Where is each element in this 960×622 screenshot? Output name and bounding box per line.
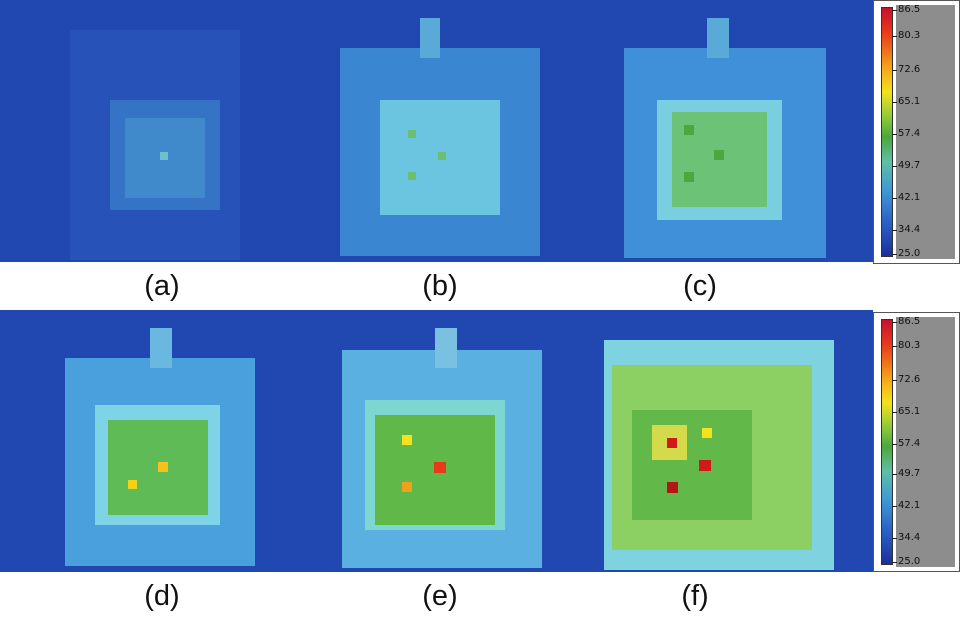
thermal-image-c bbox=[624, 18, 826, 258]
tick-80-3: 80.3 bbox=[891, 340, 921, 351]
tick-65-1: 65.1 bbox=[891, 96, 921, 107]
tick-72-6: 72.6 bbox=[891, 374, 921, 385]
tick-49-7: 49.7 bbox=[891, 468, 921, 479]
tick-42-1: 42.1 bbox=[891, 192, 921, 203]
thermal-image-a bbox=[70, 30, 240, 260]
caption-d: (d) bbox=[144, 580, 180, 612]
tick-86-5: 86.5 bbox=[891, 4, 921, 15]
tick-34-4: 34.4 bbox=[891, 532, 921, 543]
tick-25-0: 25.0 bbox=[891, 556, 921, 567]
tick-57-4: 57.4 bbox=[891, 128, 921, 139]
caption-a: (a) bbox=[144, 270, 180, 302]
colorbar-bottom: 86.5 80.3 72.6 65.1 57.4 49.7 42.1 34.4 … bbox=[873, 312, 960, 572]
thermal-strip-top bbox=[0, 0, 873, 262]
thermal-image-e bbox=[342, 328, 542, 568]
tick-25-0: 25.0 bbox=[891, 248, 921, 259]
thermal-strip-bottom bbox=[0, 310, 873, 572]
caption-f: (f) bbox=[681, 580, 709, 612]
tick-57-4: 57.4 bbox=[891, 438, 921, 449]
thermal-image-f bbox=[604, 340, 834, 570]
tick-80-3: 80.3 bbox=[891, 30, 921, 41]
colorbar-gradient bbox=[881, 7, 893, 257]
colorbar-top: 86.5 80.3 72.6 65.1 57.4 49.7 42.1 34.4 … bbox=[873, 0, 960, 264]
tick-42-1: 42.1 bbox=[891, 500, 921, 511]
colorbar-background bbox=[896, 317, 955, 567]
tick-86-5: 86.5 bbox=[891, 316, 921, 327]
thermal-image-b bbox=[340, 18, 540, 256]
colorbar-background bbox=[896, 5, 955, 259]
tick-34-4: 34.4 bbox=[891, 224, 921, 235]
tick-65-1: 65.1 bbox=[891, 406, 921, 417]
tick-72-6: 72.6 bbox=[891, 64, 921, 75]
thermal-image-d bbox=[65, 328, 255, 566]
caption-b: (b) bbox=[422, 270, 458, 302]
caption-c: (c) bbox=[683, 270, 717, 302]
caption-e: (e) bbox=[422, 580, 458, 612]
tick-49-7: 49.7 bbox=[891, 160, 921, 171]
colorbar-gradient bbox=[881, 319, 893, 565]
